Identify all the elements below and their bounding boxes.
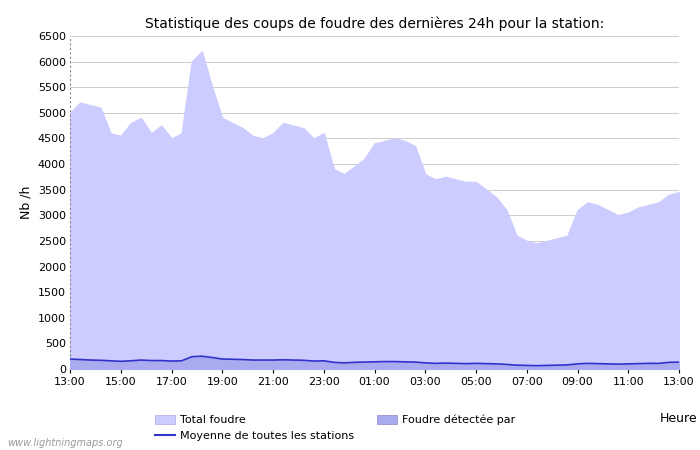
Legend: Total foudre, Moyenne de toutes les stations, Foudre détectée par: Total foudre, Moyenne de toutes les stat… — [155, 414, 515, 441]
Text: www.lightningmaps.org: www.lightningmaps.org — [7, 438, 122, 448]
Text: Heure: Heure — [659, 412, 697, 425]
Title: Statistique des coups de foudre des dernières 24h pour la station:: Statistique des coups de foudre des dern… — [145, 16, 604, 31]
Y-axis label: Nb /h: Nb /h — [19, 186, 32, 219]
